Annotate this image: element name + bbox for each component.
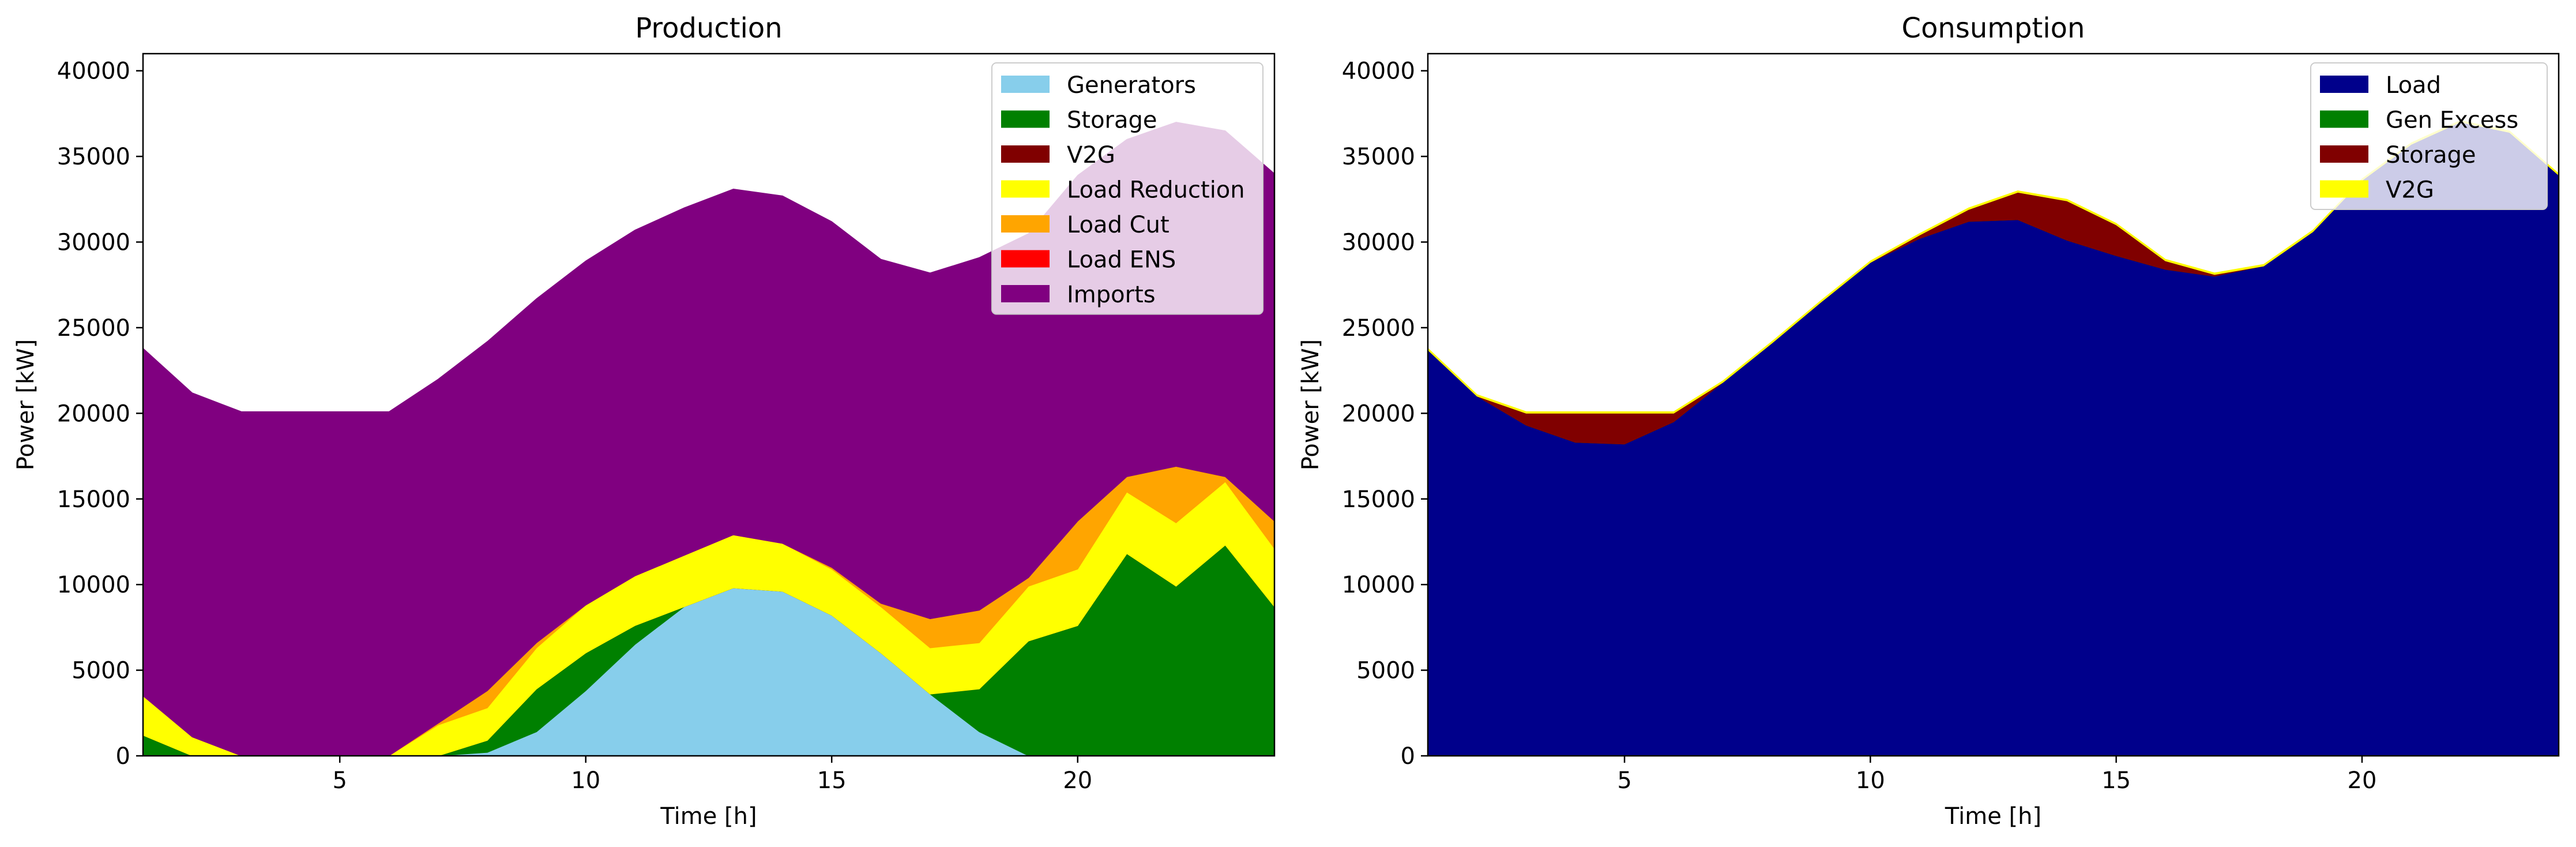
legend-swatch-load-cut bbox=[1001, 215, 1050, 233]
y-axis-label: Power [kW] bbox=[13, 339, 39, 471]
y-tick-label: 5000 bbox=[72, 658, 130, 684]
axes-frame bbox=[142, 53, 1276, 757]
legend-swatch-storage bbox=[2320, 145, 2368, 163]
legend-swatch-gen-excess bbox=[2320, 110, 2368, 128]
legend-label-load-reduction: Load Reduction bbox=[1067, 177, 1245, 204]
legend-swatch-storage bbox=[1001, 110, 1050, 128]
y-tick-label: 35000 bbox=[1342, 144, 1415, 170]
legend-box bbox=[2310, 62, 2548, 210]
y-tick-label: 30000 bbox=[1342, 230, 1415, 256]
legend-swatch-v2g bbox=[2320, 180, 2368, 198]
legend: Generators Storage V2G Load Reduction Load C… bbox=[991, 62, 1263, 315]
y-tick-label: 10000 bbox=[57, 572, 130, 598]
legend-box bbox=[991, 62, 1263, 315]
legend-swatch-load bbox=[2320, 76, 2368, 93]
y-tick-label: 40000 bbox=[57, 58, 130, 85]
chart-title: Production bbox=[635, 12, 782, 44]
y-axis-label: Power [kW] bbox=[1298, 339, 1324, 471]
y-tick-label: 10000 bbox=[1342, 572, 1415, 598]
x-tick-label: 10 bbox=[1856, 767, 1885, 794]
x-tick-label: 20 bbox=[1063, 767, 1092, 794]
legend-label-v2g: V2G bbox=[2386, 177, 2434, 204]
y-tick-label: 35000 bbox=[57, 144, 130, 170]
axes-frame bbox=[1427, 53, 2560, 757]
production-chart: Production Time [h] Power [kW] 5 10 15 20 0 5… bbox=[13, 12, 1276, 830]
legend-label-storage: Storage bbox=[1067, 107, 1157, 134]
legend: Load Gen Excess Storage V2G bbox=[2310, 62, 2548, 210]
y-tick-label: 0 bbox=[116, 743, 130, 770]
chart-title: Consumption bbox=[1902, 12, 2085, 44]
x-tick-label: 5 bbox=[1617, 767, 1631, 794]
legend-label-load-cut: Load Cut bbox=[1067, 212, 1169, 238]
x-tick-label: 15 bbox=[817, 767, 847, 794]
y-tick-label: 40000 bbox=[1342, 58, 1415, 85]
x-tick-label: 15 bbox=[2101, 767, 2131, 794]
legend-label-storage: Storage bbox=[2386, 142, 2476, 168]
y-tick-label: 15000 bbox=[57, 486, 130, 513]
plot-area bbox=[1427, 120, 2559, 756]
legend-label-v2g: V2G bbox=[1067, 142, 1115, 168]
legend-label-load: Load bbox=[2386, 72, 2441, 99]
y-tick-label: 25000 bbox=[57, 315, 130, 342]
y-tick-label: 20000 bbox=[1342, 400, 1415, 427]
legend-swatch-load-ens bbox=[1001, 250, 1050, 268]
x-axis-label: Time [h] bbox=[660, 803, 757, 830]
y-tick-label: 20000 bbox=[57, 400, 130, 427]
y-tick-label: 30000 bbox=[57, 230, 130, 256]
x-tick-label: 10 bbox=[571, 767, 600, 794]
legend-label-load-ens: Load ENS bbox=[1067, 247, 1176, 273]
legend-label-generators: Generators bbox=[1067, 72, 1196, 99]
y-tick-label: 0 bbox=[1401, 743, 1415, 770]
legend-swatch-v2g bbox=[1001, 145, 1050, 163]
legend-swatch-load-reduction bbox=[1001, 180, 1050, 198]
x-tick-label: 20 bbox=[2348, 767, 2377, 794]
legend-label-imports: Imports bbox=[1067, 282, 1156, 308]
y-tick-label: 25000 bbox=[1342, 315, 1415, 342]
y-tick-label: 5000 bbox=[1356, 658, 1415, 684]
x-tick-label: 5 bbox=[332, 767, 347, 794]
legend-label-gen-excess: Gen Excess bbox=[2386, 107, 2518, 134]
consumption-chart: Consumption Time [h] Power [kW] 5 10 15 200… bbox=[1298, 12, 2560, 830]
legend-swatch-generators bbox=[1001, 76, 1050, 93]
legend-swatch-imports bbox=[1001, 285, 1050, 302]
x-axis-label: Time [h] bbox=[1945, 803, 2041, 830]
y-tick-label: 15000 bbox=[1342, 486, 1415, 513]
